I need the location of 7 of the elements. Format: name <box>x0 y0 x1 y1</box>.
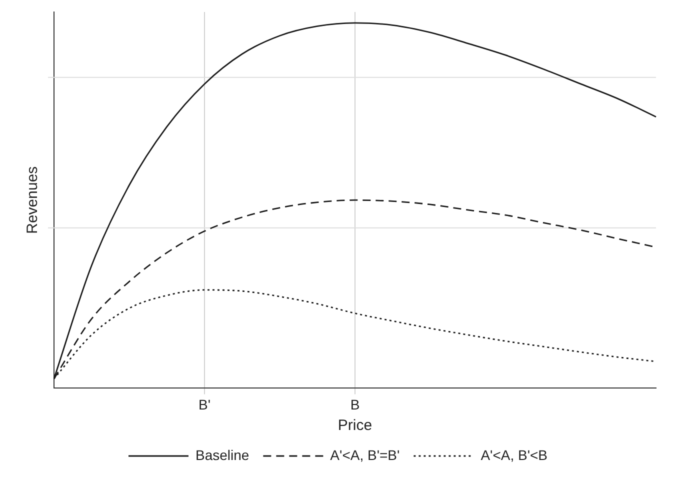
legend-label: A'<A, B'<B <box>480 446 548 463</box>
x-tick-label: B' <box>198 396 211 412</box>
y-axis-title: Revenues <box>24 166 42 234</box>
x-axis-title: Price <box>338 417 372 434</box>
legend-label: Baseline <box>195 446 250 463</box>
x-tick-label: B <box>350 396 360 412</box>
legend-label: A'<A, B'=B' <box>330 446 400 463</box>
